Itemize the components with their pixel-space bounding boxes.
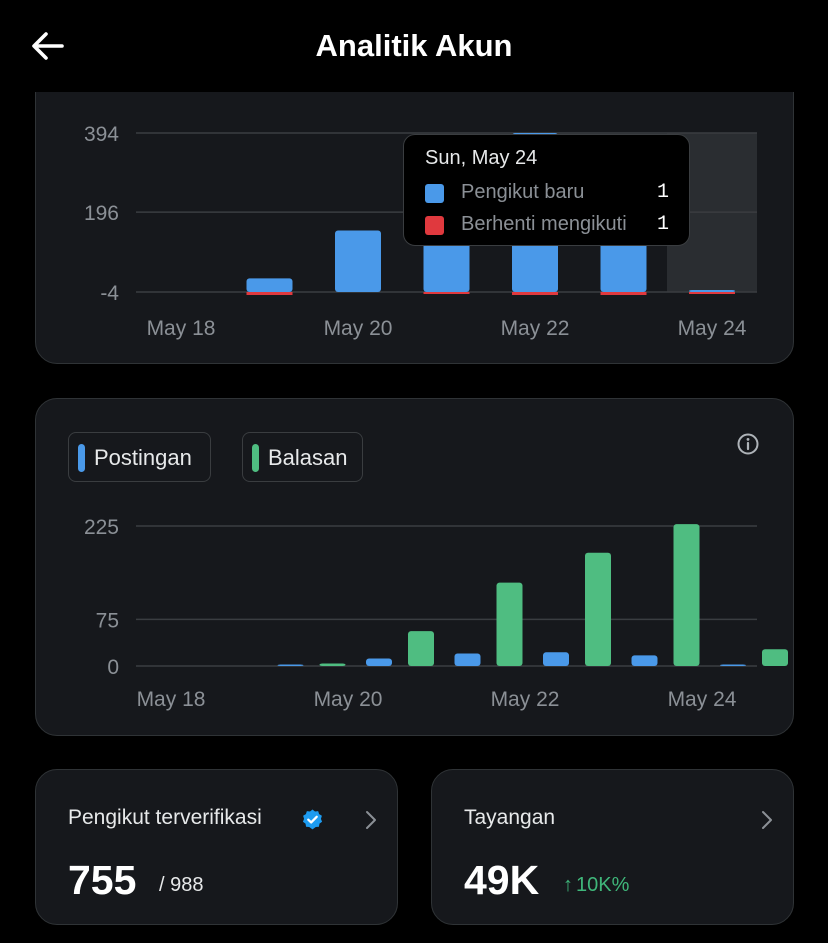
bar-replies [319,663,346,666]
x-tick-label: May 22 [501,317,570,340]
bar-replies [673,524,700,666]
x-tick-label: May 18 [137,688,206,711]
tooltip-row-unfollows: Berhenti mengikuti 1 [425,212,669,238]
legend-toggle-replies[interactable]: Balasan [242,432,363,482]
verified-followers-label: Pengikut terverifikasi [68,806,262,829]
tooltip-row-new-followers: Pengikut baru 1 [425,180,669,206]
tooltip-value: 1 [656,213,669,236]
legend-toggle-posts[interactable]: Postingan [68,432,211,482]
info-circle-icon[interactable] [736,432,760,456]
bar-unfollows [512,292,558,295]
y-tick-label: 75 [96,609,119,632]
y-tick-label: 394 [84,123,119,146]
tooltip-value: 1 [656,181,669,204]
views-label: Tayangan [464,806,556,829]
legend-label: Postingan [94,445,192,470]
legend-swatch-unfollows [425,216,444,235]
top-bar: Analitik Akun [0,0,828,92]
views-count: 49K [464,857,540,903]
bar-posts [366,658,392,666]
arrow-up-icon: ↑ [563,874,573,896]
bar-posts [454,653,481,666]
bar-unfollows [423,292,470,294]
bar-replies [408,631,434,666]
posts-chart-card: Postingan Balasan 225 75 0 May 18 May 20 May … [35,398,794,736]
y-tick-label: 225 [84,516,119,539]
y-tick-label: 196 [84,202,119,225]
y-tick-label: -4 [100,282,119,305]
bar-unfollows [246,292,293,295]
verified-followers-card[interactable]: Pengikut terverifikasi 755 / 988 [35,769,398,925]
x-tick-label: May 24 [668,688,737,711]
posts-bar-chart[interactable]: 225 75 0 May 18 May 20 May 22 May 24 [36,399,794,736]
bar-posts [543,652,569,666]
tooltip-label: Pengikut baru [461,181,585,203]
bar-replies [762,649,788,666]
bar-posts [720,664,746,666]
bar-replies [585,552,611,666]
chart-tooltip: Sun, May 24 Pengikut baru 1 Berhenti men… [403,134,690,246]
bar-posts [631,655,658,666]
bar-new-followers [689,290,735,292]
verified-badge-icon [302,809,323,830]
legend-label: Balasan [268,445,348,470]
bar-replies [496,582,523,666]
x-tick-label: May 22 [491,688,560,711]
bar-posts [277,664,304,666]
x-tick-label: May 20 [324,317,393,340]
verified-followers-count: 755 [68,857,137,903]
bar-unfollows [600,292,647,295]
chevron-right-icon [366,811,376,829]
views-change: ↑ 10K% [563,874,629,897]
y-tick-label: 0 [107,656,119,679]
bar-unfollows [689,292,735,294]
x-tick-label: May 24 [678,317,747,340]
chevron-right-icon [762,811,772,829]
legend-swatch-new-followers [425,184,444,203]
page-title: Analitik Akun [315,28,513,63]
bar-new-followers [246,278,293,292]
x-tick-label: May 18 [147,317,216,340]
bar-new-followers [335,230,381,292]
legend-color-bar [252,444,259,472]
views-change-value: 10K% [576,874,630,896]
tooltip-date: Sun, May 24 [425,147,538,169]
tooltip-label: Berhenti mengikuti [461,213,627,235]
x-tick-label: May 20 [314,688,383,711]
legend-color-bar [78,444,85,472]
views-card[interactable]: Tayangan 49K ↑ 10K% [431,769,794,925]
arrow-left-icon[interactable] [28,26,68,66]
verified-followers-total: / 988 [159,874,204,896]
